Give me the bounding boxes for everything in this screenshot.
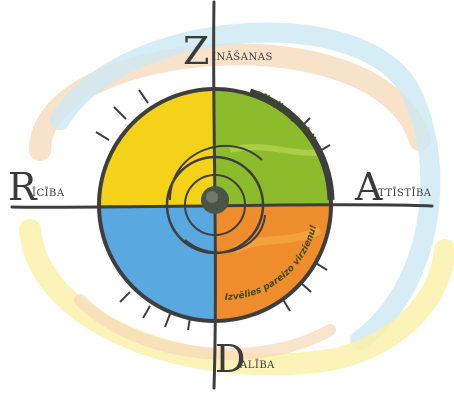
- svg-text:TTĪSTĪBA: TTĪSTĪBA: [378, 187, 432, 199]
- swirl-peach-small: [74, 294, 336, 360]
- svg-text:ALĪBA: ALĪBA: [239, 359, 275, 371]
- quadrant-green: [215, 89, 331, 205]
- quadrants: [99, 89, 331, 321]
- label-top: Z INĀŠANAS: [183, 29, 273, 73]
- swirl-line-upper: [169, 144, 263, 201]
- label-right: A TTĪSTĪBA: [354, 165, 432, 209]
- svg-text:INĀŠANAS: INĀŠANAS: [212, 51, 273, 63]
- swirl-cyan: [50, 22, 441, 350]
- label-bottom: D ALĪBA: [215, 337, 275, 381]
- swirl-yellow: [19, 219, 454, 376]
- center-hub: [201, 186, 229, 214]
- quadrant-blue: [99, 205, 215, 321]
- svg-text:R: R: [8, 165, 38, 209]
- quadrant-yellow: [99, 89, 215, 205]
- axis-vertical: [212, 0, 217, 390]
- swirl-line-lower: [184, 214, 266, 254]
- label-left: R ĪCĪBA: [8, 165, 65, 209]
- svg-text:Z: Z: [183, 29, 209, 73]
- svg-text:D: D: [215, 337, 245, 381]
- rim-ticks: [95, 89, 331, 331]
- svg-text:A: A: [354, 165, 383, 209]
- rim-arc-upper-right: [248, 88, 335, 201]
- svg-text:ĪCĪBA: ĪCĪBA: [32, 187, 65, 199]
